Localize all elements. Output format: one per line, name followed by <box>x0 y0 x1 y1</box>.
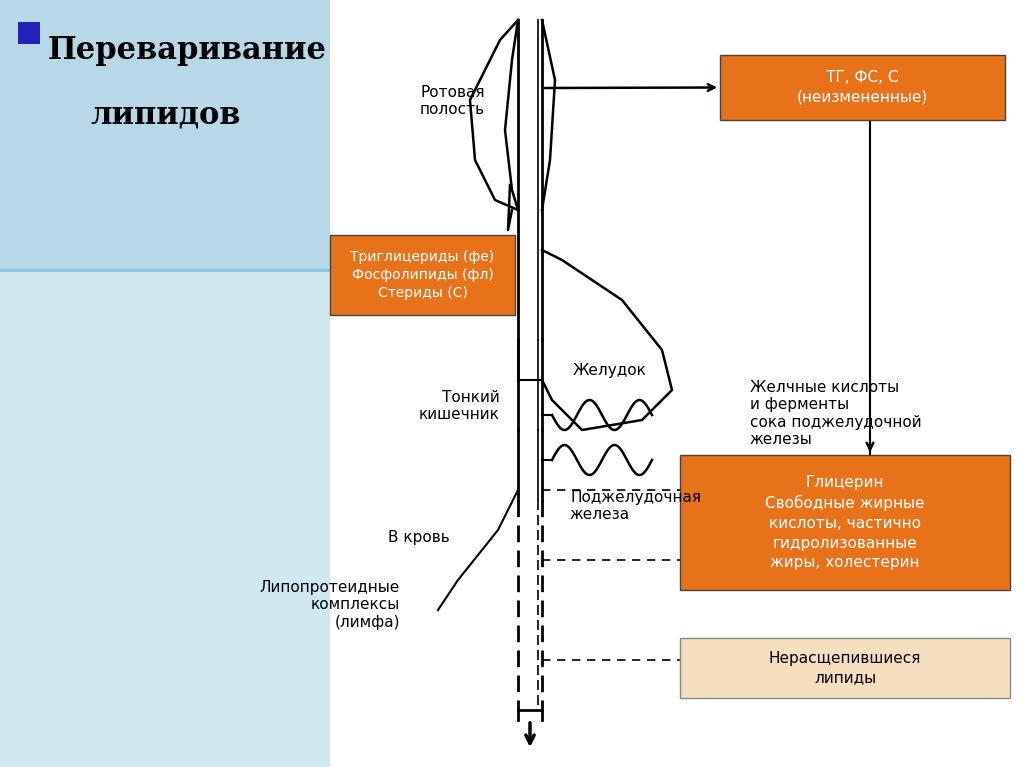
Text: Нерасщепившиеся
липиды: Нерасщепившиеся липиды <box>769 650 922 686</box>
Bar <box>0 270 330 767</box>
Bar <box>18 22 40 44</box>
Text: липидов: липидов <box>90 100 241 131</box>
Bar <box>720 55 1005 120</box>
Bar <box>0 0 330 270</box>
Text: Переваривание: Переваривание <box>48 35 327 66</box>
Bar <box>330 235 515 315</box>
Text: Желчные кислоты
и ферменты
сока поджелудочной
железы: Желчные кислоты и ферменты сока поджелуд… <box>750 380 922 447</box>
Text: Ротовая
полость: Ротовая полость <box>420 85 485 117</box>
Text: В кровь: В кровь <box>388 530 450 545</box>
Text: Желудок: Желудок <box>573 363 647 377</box>
Text: Триглицериды (фе)
Фосфолипиды (фл)
Стериды (С): Триглицериды (фе) Фосфолипиды (фл) Стери… <box>350 249 495 301</box>
Text: Глицерин
Свободные жирные
кислоты, частично
гидролизованные
жиры, холестерин: Глицерин Свободные жирные кислоты, части… <box>765 475 925 571</box>
Bar <box>680 638 1010 698</box>
Text: Липопротеидные
комплексы
(лимфа): Липопротеидные комплексы (лимфа) <box>260 580 400 630</box>
Text: ТГ, ФС, С
(неизмененные): ТГ, ФС, С (неизмененные) <box>797 70 928 105</box>
Bar <box>680 455 1010 590</box>
Text: Поджелудочная
железа: Поджелудочная железа <box>570 490 701 522</box>
Text: Тонкий
кишечник: Тонкий кишечник <box>419 390 500 423</box>
